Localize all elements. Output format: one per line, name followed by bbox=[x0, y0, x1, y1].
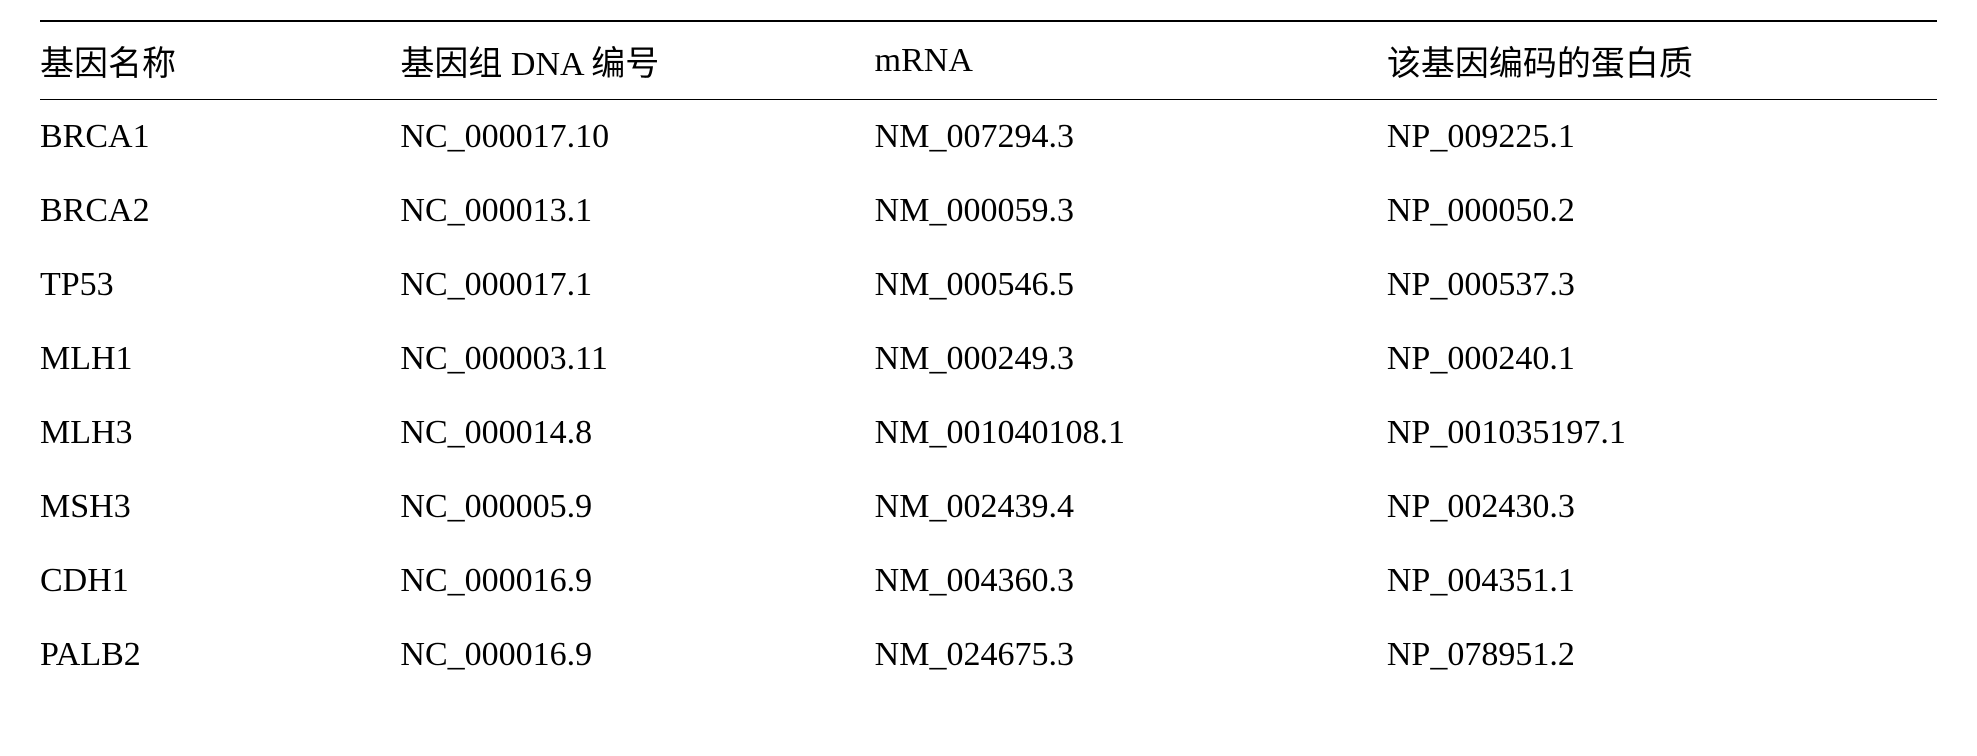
cell-gene-name: PALB2 bbox=[40, 618, 400, 692]
cell-gene-name: MLH1 bbox=[40, 322, 400, 396]
cell-mrna: NM_001040108.1 bbox=[875, 396, 1387, 470]
col-header-mrna: mRNA bbox=[875, 21, 1387, 100]
table-row: TP53 NC_000017.1 NM_000546.5 NP_000537.3 bbox=[40, 248, 1937, 322]
cell-gene-name: TP53 bbox=[40, 248, 400, 322]
table-header: 基因名称 基因组 DNA 编号 mRNA 该基因编码的蛋白质 bbox=[40, 21, 1937, 100]
cell-gene-name: MLH3 bbox=[40, 396, 400, 470]
cell-protein: NP_009225.1 bbox=[1387, 100, 1937, 175]
cell-mrna: NM_004360.3 bbox=[875, 544, 1387, 618]
cell-dna-number: NC_000013.1 bbox=[400, 174, 874, 248]
table-row: BRCA1 NC_000017.10 NM_007294.3 NP_009225… bbox=[40, 100, 1937, 175]
cell-mrna: NM_000059.3 bbox=[875, 174, 1387, 248]
table-row: BRCA2 NC_000013.1 NM_000059.3 NP_000050.… bbox=[40, 174, 1937, 248]
header-row: 基因名称 基因组 DNA 编号 mRNA 该基因编码的蛋白质 bbox=[40, 21, 1937, 100]
cell-dna-number: NC_000016.9 bbox=[400, 544, 874, 618]
table-body: BRCA1 NC_000017.10 NM_007294.3 NP_009225… bbox=[40, 100, 1937, 693]
table-row: MSH3 NC_000005.9 NM_002439.4 NP_002430.3 bbox=[40, 470, 1937, 544]
cell-protein: NP_004351.1 bbox=[1387, 544, 1937, 618]
cell-mrna: NM_024675.3 bbox=[875, 618, 1387, 692]
cell-mrna: NM_002439.4 bbox=[875, 470, 1387, 544]
table-row: PALB2 NC_000016.9 NM_024675.3 NP_078951.… bbox=[40, 618, 1937, 692]
col-header-dna-number: 基因组 DNA 编号 bbox=[400, 21, 874, 100]
cell-protein: NP_000537.3 bbox=[1387, 248, 1937, 322]
col-header-protein: 该基因编码的蛋白质 bbox=[1387, 21, 1937, 100]
col-header-gene-name: 基因名称 bbox=[40, 21, 400, 100]
cell-mrna: NM_000546.5 bbox=[875, 248, 1387, 322]
cell-protein: NP_078951.2 bbox=[1387, 618, 1937, 692]
cell-protein: NP_000240.1 bbox=[1387, 322, 1937, 396]
gene-table: 基因名称 基因组 DNA 编号 mRNA 该基因编码的蛋白质 BRCA1 NC_… bbox=[40, 20, 1937, 692]
cell-dna-number: NC_000003.11 bbox=[400, 322, 874, 396]
cell-gene-name: MSH3 bbox=[40, 470, 400, 544]
cell-mrna: NM_000249.3 bbox=[875, 322, 1387, 396]
cell-dna-number: NC_000005.9 bbox=[400, 470, 874, 544]
cell-gene-name: BRCA1 bbox=[40, 100, 400, 175]
cell-gene-name: CDH1 bbox=[40, 544, 400, 618]
table-row: MLH3 NC_000014.8 NM_001040108.1 NP_00103… bbox=[40, 396, 1937, 470]
cell-dna-number: NC_000014.8 bbox=[400, 396, 874, 470]
cell-dna-number: NC_000017.10 bbox=[400, 100, 874, 175]
cell-protein: NP_000050.2 bbox=[1387, 174, 1937, 248]
cell-gene-name: BRCA2 bbox=[40, 174, 400, 248]
table-row: CDH1 NC_000016.9 NM_004360.3 NP_004351.1 bbox=[40, 544, 1937, 618]
cell-mrna: NM_007294.3 bbox=[875, 100, 1387, 175]
cell-protein: NP_002430.3 bbox=[1387, 470, 1937, 544]
cell-dna-number: NC_000016.9 bbox=[400, 618, 874, 692]
table-row: MLH1 NC_000003.11 NM_000249.3 NP_000240.… bbox=[40, 322, 1937, 396]
cell-dna-number: NC_000017.1 bbox=[400, 248, 874, 322]
cell-protein: NP_001035197.1 bbox=[1387, 396, 1937, 470]
